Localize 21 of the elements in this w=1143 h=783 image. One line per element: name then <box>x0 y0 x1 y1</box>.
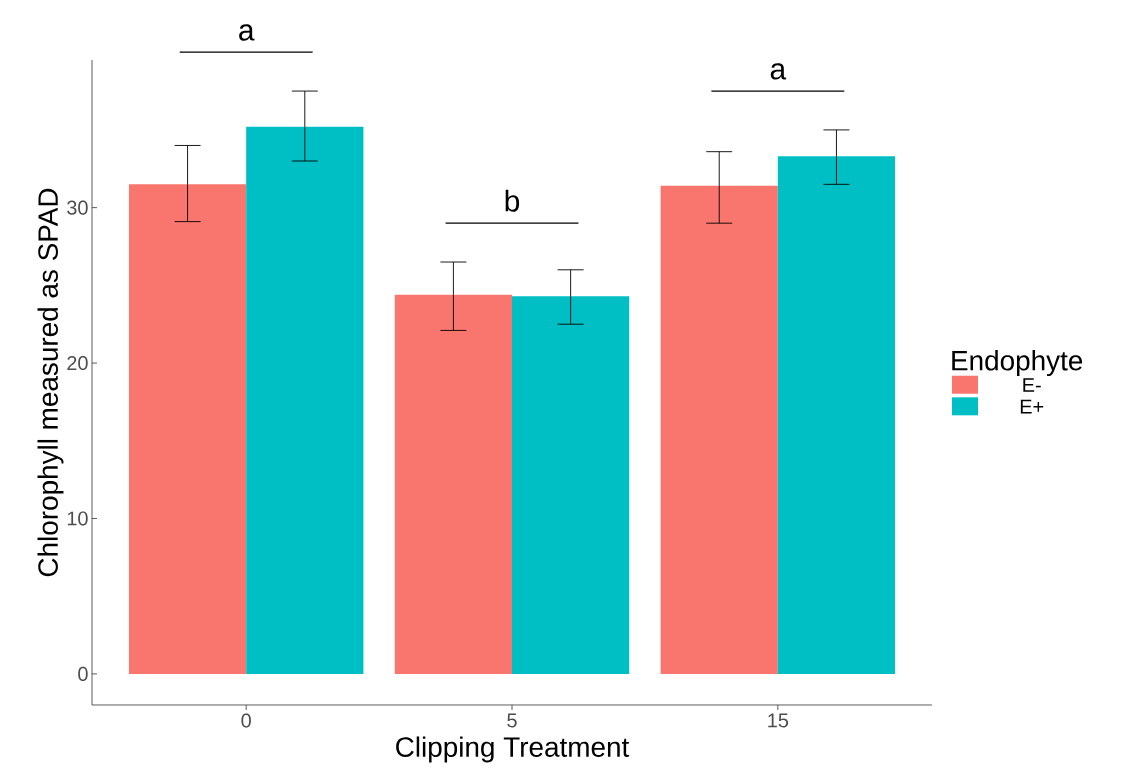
y-tick-label: 0 <box>78 666 88 681</box>
bar <box>660 185 778 674</box>
x-tick-label: 15 <box>768 713 789 728</box>
x-tick-label: 0 <box>241 713 251 728</box>
y-axis-title: Chlorophyll measured as SPAD <box>37 188 64 577</box>
bar <box>512 296 630 674</box>
legend-label: E+ <box>1020 399 1044 414</box>
bar <box>394 294 513 674</box>
legend-title: Endophyte <box>952 350 1083 377</box>
y-tick-label: 20 <box>67 356 88 371</box>
x-tick-label: 5 <box>507 713 517 728</box>
x-axis-title: Clipping Treatment <box>396 736 630 763</box>
bar <box>246 126 364 674</box>
y-tick-label: 10 <box>67 511 88 526</box>
legend-label: E- <box>1023 378 1041 392</box>
annotation: b <box>505 189 520 212</box>
y-tick-label: 30 <box>67 200 88 215</box>
annotation: a <box>770 63 787 80</box>
bar <box>128 184 247 674</box>
text: a <box>239 24 255 41</box>
bar <box>777 156 896 674</box>
